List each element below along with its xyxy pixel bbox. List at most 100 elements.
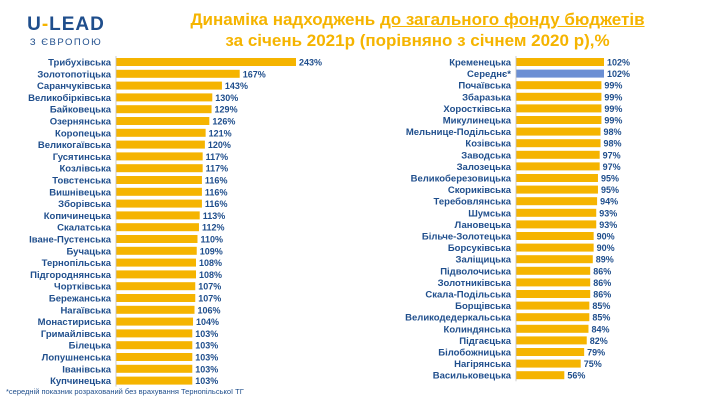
- bar: [516, 197, 598, 206]
- bar: [116, 341, 193, 350]
- category-label: Залозецька: [457, 162, 512, 173]
- bar: [116, 152, 203, 161]
- category-label: Нагірянська: [454, 359, 512, 370]
- category-label: Збаразька: [462, 92, 512, 103]
- bar: [516, 81, 602, 90]
- bar: [516, 255, 593, 264]
- value-label: 103%: [195, 376, 218, 386]
- value-label: 98%: [604, 139, 622, 149]
- category-label: Вишнівецька: [49, 187, 111, 198]
- bar: [516, 359, 581, 368]
- bar: [516, 371, 565, 380]
- bar: [516, 301, 590, 310]
- bar: [116, 294, 196, 302]
- category-label: Шумська: [468, 208, 511, 219]
- bar: [516, 208, 597, 217]
- bar: [516, 278, 591, 287]
- category-label: Золотопотіцька: [37, 69, 111, 80]
- value-label: 95%: [601, 185, 619, 195]
- value-label: 94%: [600, 197, 618, 207]
- value-label: 126%: [212, 117, 235, 127]
- bar: [116, 105, 212, 114]
- value-label: 102%: [607, 69, 630, 79]
- bar: [116, 258, 196, 267]
- value-label: 143%: [225, 81, 248, 91]
- bar: [116, 246, 197, 255]
- value-label: 117%: [206, 152, 229, 162]
- value-label: 90%: [597, 243, 615, 253]
- bar: [116, 187, 202, 196]
- bar: [116, 164, 203, 173]
- value-label: 86%: [593, 278, 611, 288]
- category-label: Іване-Пустенська: [29, 235, 112, 246]
- bar: [116, 211, 200, 220]
- bar: [116, 93, 213, 102]
- logo-lead: LEAD: [49, 14, 105, 35]
- category-label: Васильковецька: [433, 371, 512, 382]
- category-label: Лановецька: [455, 220, 512, 231]
- value-label: 108%: [199, 258, 222, 268]
- value-label: 102%: [607, 58, 630, 68]
- category-label: Козівська: [465, 139, 511, 150]
- value-label: 117%: [206, 164, 229, 174]
- category-label: Скала-Подільська: [425, 290, 511, 301]
- chart-title: Динаміка надходжень до загального фонду …: [130, 9, 705, 51]
- category-label: Зборівська: [58, 199, 112, 210]
- logo-dash: -: [41, 14, 50, 35]
- bar-chart-2: Кременецька 102% Середнє* 102% Почаївська 99%…: [405, 56, 630, 382]
- bar: [516, 139, 601, 148]
- category-label: Бережанська: [49, 294, 112, 305]
- category-label: Мельнице-Подільська: [406, 127, 512, 138]
- category-label: Більче-Золотецька: [422, 232, 512, 243]
- value-label: 99%: [604, 81, 622, 91]
- title-part-1: Динаміка надходжень: [190, 10, 380, 29]
- category-label: Підволочиська: [440, 266, 511, 277]
- bar: [116, 199, 202, 208]
- category-label: Монастириська: [38, 317, 112, 328]
- bar: [516, 104, 602, 113]
- category-label: Білобожницька: [438, 348, 511, 359]
- value-label: 90%: [597, 232, 615, 242]
- logo-u: U: [27, 14, 42, 35]
- bar: [116, 376, 193, 385]
- value-label: 85%: [592, 301, 610, 311]
- category-label: Колиндянська: [444, 324, 512, 335]
- value-label: 86%: [593, 290, 611, 300]
- category-label: Борщівська: [455, 301, 512, 312]
- logo: U-LEAD З ЄВРОПОЮ: [18, 14, 114, 48]
- value-label: 93%: [599, 208, 617, 218]
- category-label: Гримайлівська: [41, 329, 112, 340]
- value-label: 82%: [590, 336, 608, 346]
- bar: [516, 348, 585, 356]
- value-label: 109%: [200, 246, 223, 256]
- bar: [516, 243, 594, 252]
- value-label: 116%: [205, 187, 228, 197]
- value-label: 167%: [243, 69, 266, 79]
- category-label: Бучацька: [66, 246, 111, 257]
- logo-subtitle: З ЄВРОПОЮ: [29, 37, 103, 48]
- value-label: 116%: [205, 199, 228, 209]
- title-line-1: Динаміка надходжень до загального фонду …: [130, 9, 705, 30]
- category-label: Золотниківська: [438, 278, 512, 289]
- bar: [516, 185, 598, 194]
- category-label: Заліщицька: [456, 255, 512, 266]
- value-label: 89%: [596, 255, 614, 265]
- bar: [516, 336, 587, 345]
- category-label: Купчинецька: [50, 376, 112, 387]
- bar: [516, 150, 600, 159]
- category-label: Микулинецька: [443, 116, 512, 127]
- category-label: Великоберезовицька: [411, 174, 512, 185]
- value-label: 99%: [604, 116, 622, 126]
- bar: [516, 58, 604, 66]
- value-label: 106%: [198, 305, 221, 315]
- value-label: 107%: [198, 282, 221, 292]
- bar: [516, 266, 591, 275]
- bar: [516, 313, 590, 322]
- value-label: 95%: [601, 174, 619, 184]
- logo-main: U-LEAD: [18, 14, 114, 36]
- bar: [116, 176, 202, 184]
- value-label: 107%: [198, 294, 221, 304]
- value-label: 103%: [195, 353, 218, 363]
- footnote: *середній показник розрахований без врах…: [6, 387, 244, 396]
- category-label: Копичинецька: [44, 211, 112, 222]
